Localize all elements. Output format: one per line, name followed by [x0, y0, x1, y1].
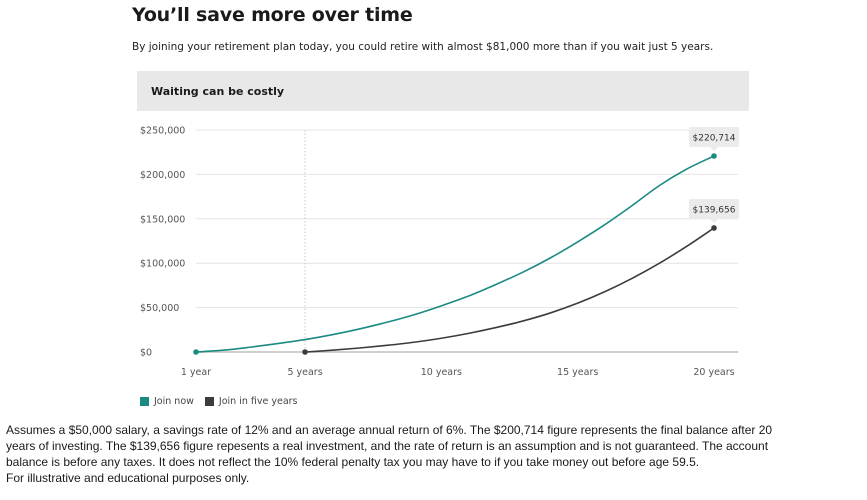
end-label-pointer	[710, 147, 718, 152]
series-end-point	[711, 225, 717, 231]
legend-swatch-join-five	[204, 397, 214, 406]
x-tick-label: 5 years	[287, 367, 322, 378]
chart-legend: Join now Join in five years	[140, 396, 309, 407]
footnote-line: years of investing. The $139,656 figure …	[6, 439, 769, 453]
legend-item-join-five: Join in five years	[204, 396, 298, 407]
axis-ticks: $0 $50,000 $100,000 $150,000 $200,000 $250,00…	[140, 126, 735, 379]
end-labels: $220,714 $139,656	[689, 127, 739, 223]
series-lines	[193, 153, 717, 355]
page-subtitle: By joining your retirement plan today, y…	[132, 41, 714, 53]
legend-item-join-now: Join now	[140, 396, 194, 407]
footnote-line: balance is before any taxes. It does not…	[6, 455, 700, 469]
series-end-point	[711, 153, 717, 159]
x-tick-label: 10 years	[421, 367, 462, 378]
legend-label-join-now: Join now	[154, 396, 194, 407]
end-value-label: $139,656	[693, 205, 736, 215]
chart-panel-title: Waiting can be costly	[151, 85, 285, 98]
disclaimer-footnote: Assumes a $50,000 salary, a savings rate…	[6, 422, 856, 486]
series-start-point	[193, 349, 199, 355]
y-tick-label: $250,000	[140, 126, 185, 137]
y-tick-label: $50,000	[140, 303, 179, 314]
x-tick-label: 1 year	[181, 367, 211, 378]
y-tick-label: $150,000	[140, 214, 185, 225]
y-tick-label: $0	[140, 348, 152, 359]
series-line-join-now	[195, 155, 715, 353]
y-tick-label: $100,000	[140, 259, 185, 270]
footnote-line: For illustrative and educational purpose…	[6, 471, 250, 485]
chart-panel-header: Waiting can be costly	[137, 71, 749, 111]
footnote-line: Assumes a $50,000 salary, a savings rate…	[6, 423, 773, 437]
end-label-box	[689, 198, 739, 219]
page-title: You’ll save more over time	[132, 4, 413, 26]
x-tick-label: 20 years	[693, 367, 734, 378]
end-label-pointer	[710, 218, 718, 223]
end-label-box	[689, 127, 739, 148]
grid-lines	[196, 129, 738, 353]
x-tick-label: 15 years	[557, 367, 598, 378]
legend-label-join-five: Join in five years	[218, 396, 298, 407]
end-value-label: $220,714	[693, 134, 736, 144]
series-line-join-five	[305, 227, 715, 353]
series-start-point	[302, 349, 308, 355]
y-tick-label: $200,000	[140, 170, 185, 181]
legend-swatch-join-now	[140, 397, 149, 406]
